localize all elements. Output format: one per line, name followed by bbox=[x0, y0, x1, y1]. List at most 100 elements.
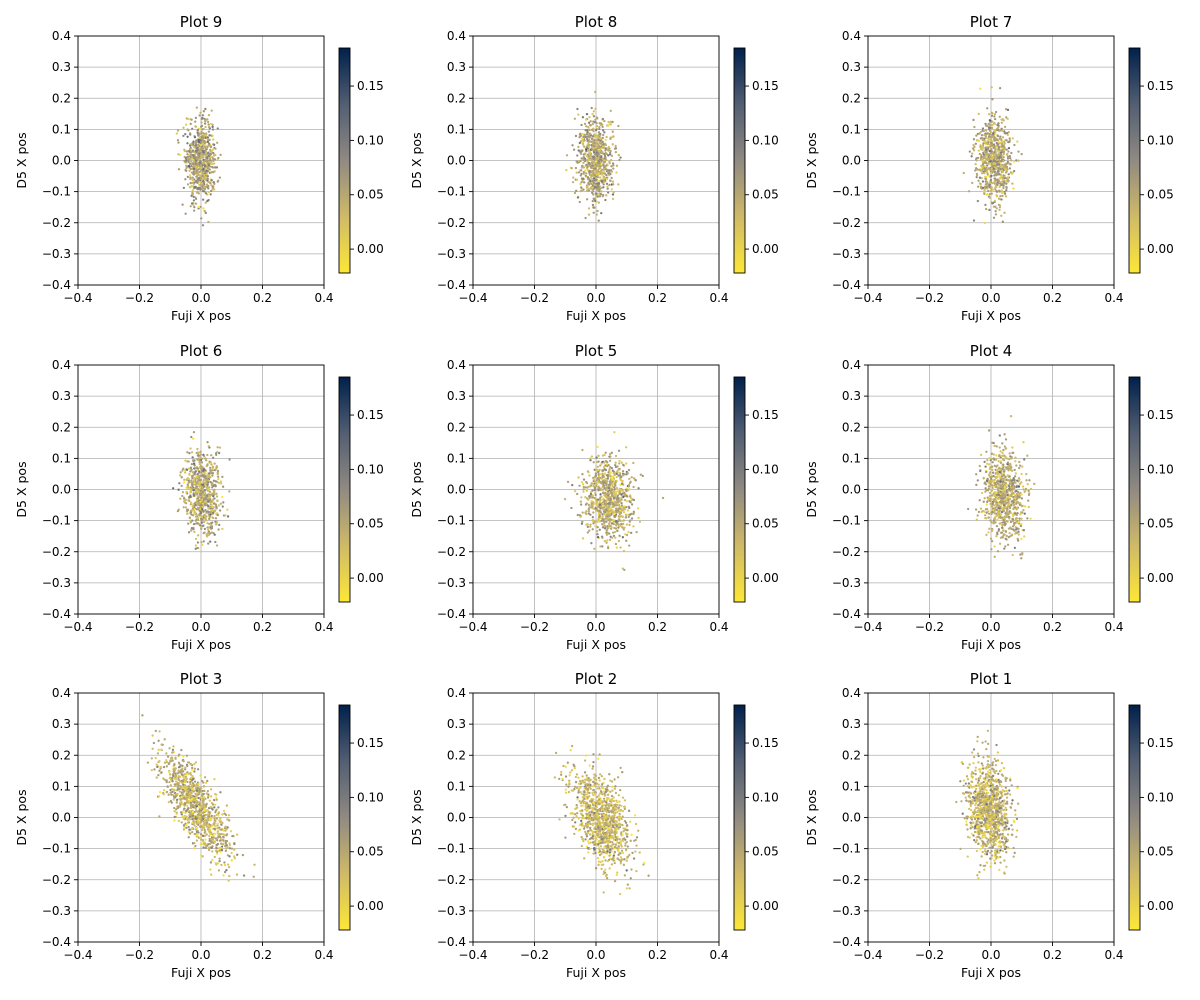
data-point bbox=[196, 518, 200, 521]
data-point bbox=[968, 150, 971, 153]
data-point bbox=[617, 523, 620, 526]
data-point bbox=[195, 176, 199, 179]
data-point bbox=[1005, 139, 1008, 142]
data-point bbox=[995, 138, 999, 142]
data-point bbox=[991, 461, 994, 464]
data-point bbox=[1001, 535, 1004, 538]
data-point bbox=[1029, 517, 1032, 520]
data-point bbox=[590, 138, 594, 141]
data-point bbox=[206, 120, 210, 124]
data-point bbox=[1002, 174, 1005, 177]
data-point bbox=[1018, 466, 1021, 470]
data-point bbox=[191, 437, 195, 440]
data-point bbox=[602, 491, 605, 494]
data-point bbox=[581, 132, 584, 136]
data-point bbox=[1001, 148, 1004, 152]
data-point bbox=[1011, 492, 1014, 496]
data-point bbox=[202, 168, 205, 171]
x-tick-label: −0.4 bbox=[63, 620, 92, 634]
data-point bbox=[226, 515, 230, 518]
data-point bbox=[596, 533, 599, 536]
colorbar-tick-label: 0.15 bbox=[1147, 79, 1174, 93]
data-point bbox=[194, 547, 197, 550]
data-point bbox=[1009, 534, 1012, 538]
data-point bbox=[592, 130, 595, 133]
data-point bbox=[624, 494, 627, 498]
data-point bbox=[995, 505, 998, 508]
data-point bbox=[217, 478, 220, 481]
data-point bbox=[587, 207, 591, 210]
data-point bbox=[607, 522, 611, 525]
data-point bbox=[628, 544, 631, 547]
data-point bbox=[200, 492, 203, 495]
data-point bbox=[1020, 511, 1023, 514]
data-point bbox=[991, 98, 994, 101]
data-point bbox=[588, 162, 591, 166]
data-point bbox=[596, 526, 599, 529]
data-point bbox=[615, 475, 618, 479]
data-point bbox=[214, 509, 217, 512]
data-point bbox=[563, 497, 567, 501]
data-point bbox=[983, 497, 986, 500]
data-point bbox=[992, 519, 996, 522]
y-tick-label: −0.4 bbox=[437, 278, 466, 292]
data-point bbox=[186, 183, 190, 186]
data-point bbox=[210, 531, 213, 534]
data-point bbox=[587, 510, 591, 513]
data-point bbox=[600, 212, 603, 215]
data-point bbox=[193, 459, 196, 462]
data-point bbox=[579, 152, 583, 155]
data-point bbox=[994, 482, 997, 485]
data-point bbox=[193, 171, 197, 174]
data-point bbox=[207, 142, 211, 145]
data-point bbox=[1002, 480, 1005, 483]
data-point bbox=[221, 495, 224, 499]
data-point bbox=[616, 502, 620, 506]
data-point bbox=[191, 191, 194, 194]
data-point bbox=[627, 515, 630, 518]
data-point bbox=[619, 546, 622, 549]
data-point bbox=[208, 515, 211, 518]
y-tick-label: 0.3 bbox=[447, 389, 466, 403]
data-point bbox=[600, 488, 603, 491]
data-point bbox=[1018, 496, 1021, 499]
data-point bbox=[591, 112, 594, 116]
data-point bbox=[993, 115, 996, 118]
data-point bbox=[1000, 501, 1004, 504]
data-point bbox=[639, 473, 642, 476]
data-point bbox=[201, 114, 205, 117]
data-point bbox=[604, 468, 608, 472]
data-point bbox=[588, 136, 591, 139]
data-point bbox=[1014, 506, 1017, 509]
data-point bbox=[566, 480, 570, 484]
x-tick-label: −0.4 bbox=[853, 620, 882, 634]
data-point bbox=[200, 154, 203, 158]
data-point bbox=[602, 469, 605, 472]
data-point bbox=[616, 496, 620, 500]
data-point bbox=[217, 504, 221, 507]
data-point bbox=[579, 134, 583, 137]
data-point bbox=[595, 170, 599, 173]
data-point bbox=[993, 129, 996, 133]
data-point bbox=[207, 479, 210, 482]
data-point bbox=[193, 136, 197, 139]
data-point bbox=[204, 211, 207, 215]
data-point bbox=[200, 461, 204, 464]
data-point bbox=[621, 525, 624, 528]
data-point bbox=[209, 193, 212, 196]
data-point bbox=[199, 517, 203, 520]
data-point bbox=[1029, 487, 1033, 491]
data-point bbox=[621, 536, 624, 539]
data-point bbox=[596, 180, 600, 183]
data-point bbox=[1007, 484, 1010, 488]
data-point bbox=[601, 518, 604, 521]
data-point bbox=[610, 522, 613, 525]
data-point bbox=[1007, 498, 1010, 501]
data-point bbox=[607, 483, 611, 486]
colorbar-tick-label: 0.00 bbox=[1147, 571, 1174, 585]
data-point bbox=[205, 510, 208, 513]
data-point bbox=[592, 522, 595, 525]
data-point bbox=[175, 132, 178, 135]
data-point bbox=[193, 462, 196, 465]
data-point bbox=[1001, 154, 1004, 157]
